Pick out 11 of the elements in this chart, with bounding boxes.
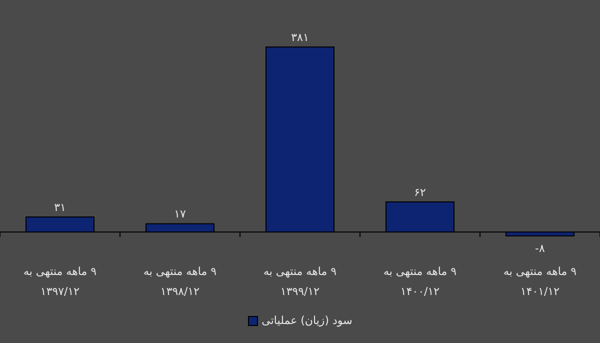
data-label: -۸ — [535, 242, 546, 255]
data-label: ۱۷ — [174, 208, 186, 221]
data-label: ۶۲ — [414, 186, 426, 199]
data-label: ۳۸۱ — [291, 31, 309, 44]
x-tick-label: ۹ ماهه منتهی به ۱۳۹۸/۱۲ — [142, 264, 218, 300]
data-label: ۳۱ — [54, 200, 66, 214]
x-tick-label: ۹ ماهه منتهی به ۱۴۰۰/۱۲ — [382, 264, 458, 300]
legend-label: سود (زیان) عملیاتی — [262, 314, 352, 327]
x-tick-label: ۹ ماهه منتهی به ۱۳۹۹/۱۲ — [262, 264, 338, 300]
x-tick-label: ۹ ماهه منتهی به ۱۴۰۱/۱۲ — [502, 264, 578, 300]
x-tick-label: ۹ ماهه منتهی به ۱۳۹۷/۱۲ — [22, 264, 98, 300]
